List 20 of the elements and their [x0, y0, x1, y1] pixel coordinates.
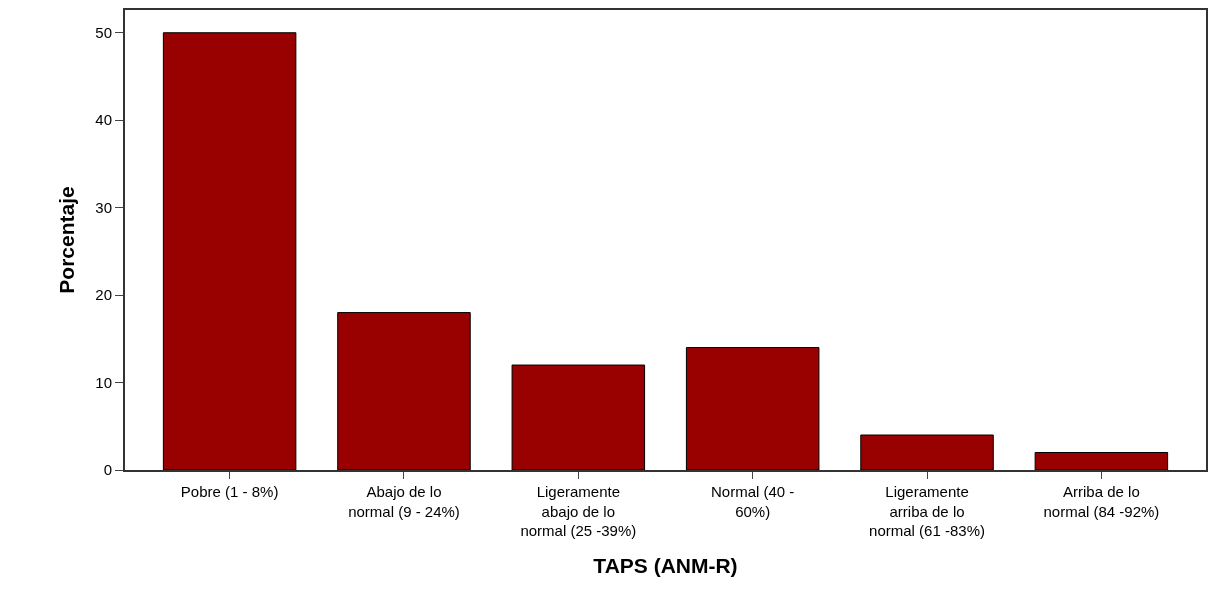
y-tick-label: 30	[95, 198, 112, 216]
y-tick-label: 0	[103, 461, 112, 479]
y-tick-label: 50	[95, 23, 112, 41]
x-axis-title: TAPS (ANM-R)	[593, 553, 738, 577]
x-tick-label: Pobre (1 - 8%)	[180, 483, 279, 500]
x-tick-label: Normal (40 - 60%)	[711, 483, 795, 520]
y-tick-label: 20	[95, 286, 112, 304]
bar	[860, 434, 994, 470]
x-tick-label: Ligeramente arriba de lo normal (61 -83%)	[869, 483, 985, 539]
bar	[511, 364, 646, 470]
bar	[162, 32, 297, 470]
y-tick-label: 40	[95, 111, 112, 129]
bar	[1034, 452, 1169, 470]
y-axis-title: Porcentaje	[54, 186, 78, 294]
x-tick-label: Ligeramente abajo de lo normal (25 -39%)	[520, 483, 637, 539]
bar	[337, 312, 471, 470]
x-tick-label: Abajo de lo normal (9 - 24%)	[348, 483, 460, 520]
bar	[685, 347, 820, 470]
x-tick-label: Arriba de lo normal (84 -92%)	[1043, 483, 1160, 520]
y-tick-label: 10	[95, 373, 112, 391]
